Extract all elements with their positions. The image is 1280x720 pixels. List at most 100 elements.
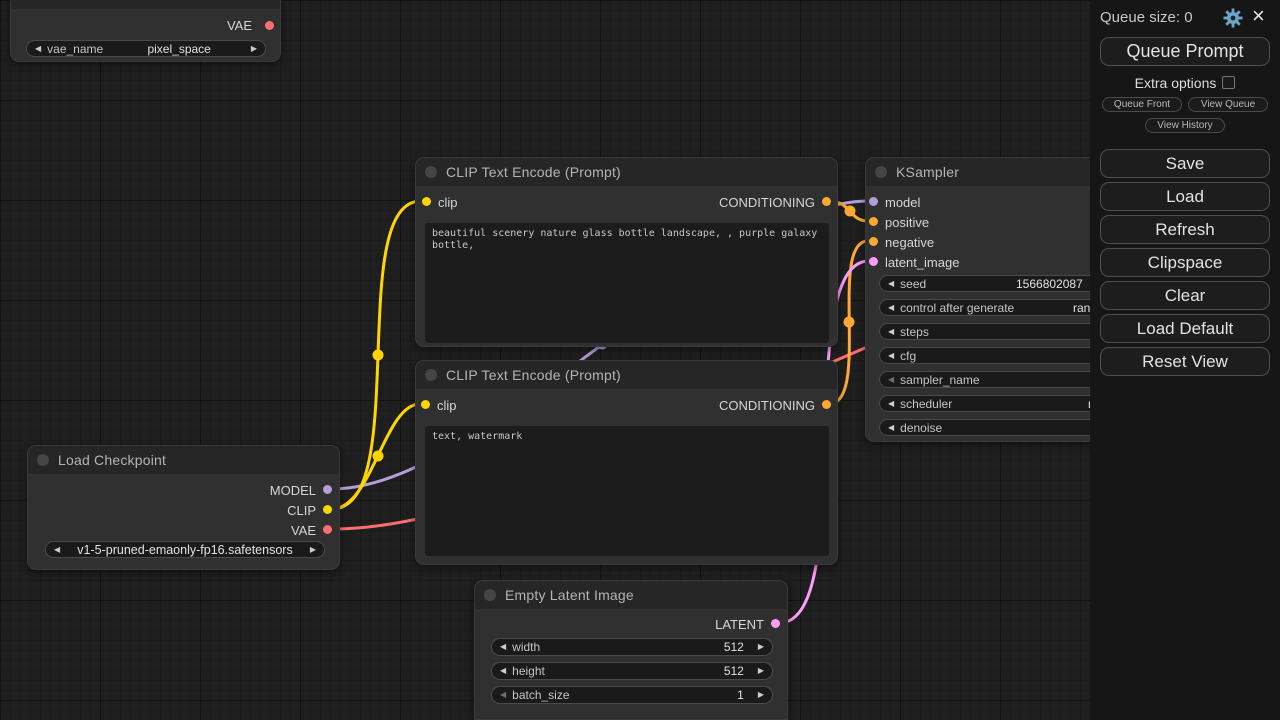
input-label-clip: clip (437, 398, 457, 413)
widget-vae-name[interactable]: ◀ vae_name pixel_space ▶ (26, 40, 266, 57)
node-title: Empty Latent Image (505, 587, 634, 603)
widget-value: 512 (723, 664, 744, 678)
queue-prompt-button[interactable]: Queue Prompt (1100, 37, 1270, 66)
collapse-dot-icon[interactable] (425, 166, 437, 178)
node-title: CLIP Text Encode (Prompt) (446, 164, 621, 180)
refresh-button[interactable]: Refresh (1100, 215, 1270, 244)
node-clip-text-encode-negative[interactable]: CLIP Text Encode (Prompt) clip CONDITION… (415, 360, 838, 565)
arrow-left-icon[interactable]: ◀ (500, 642, 507, 651)
collapse-dot-icon[interactable] (425, 369, 437, 381)
output-label-model: MODEL (269, 483, 316, 498)
widget-label: denoise (900, 420, 943, 435)
output-label-clip: CLIP (287, 503, 316, 518)
arrow-right-icon[interactable]: ▶ (757, 690, 764, 699)
comfy-menu-panel: Queue size: 0 × Queue Prompt Extra optio… (1090, 0, 1280, 720)
input-pin-negative[interactable] (869, 237, 878, 246)
node-load-checkpoint[interactable]: Load Checkpoint MODEL CLIP VAE ◀ v1-5-pr… (27, 445, 340, 570)
widget-ckpt-name[interactable]: ◀ v1-5-pruned-emaonly-fp16.safetensors ▶ (45, 541, 325, 558)
widget-label: width (512, 640, 541, 654)
output-pin-conditioning[interactable] (822, 197, 831, 206)
input-label-positive: positive (885, 215, 930, 230)
output-pin-latent[interactable] (771, 619, 780, 628)
link-dot (844, 205, 856, 217)
node-title-bar[interactable]: Empty Latent Image (475, 581, 787, 609)
wire-clip-positive (330, 199, 423, 511)
widget-label: scheduler (900, 396, 953, 411)
arrow-right-icon[interactable]: ▶ (757, 666, 764, 675)
node-title-bar[interactable] (11, 0, 280, 9)
output-pin-conditioning[interactable] (822, 400, 831, 409)
view-history-button[interactable]: View History (1145, 118, 1225, 133)
arrow-right-icon[interactable]: ▶ (250, 43, 257, 53)
arrow-left-icon[interactable]: ◀ (35, 43, 42, 53)
arrow-right-icon[interactable]: ▶ (757, 642, 764, 651)
widget-label: steps (900, 324, 929, 339)
collapse-dot-icon[interactable] (875, 166, 887, 178)
link-dot (843, 316, 855, 328)
widget-label: vae_name (47, 41, 104, 56)
node-title-bar[interactable]: CLIP Text Encode (Prompt) (416, 361, 837, 389)
node-clip-text-encode-positive[interactable]: CLIP Text Encode (Prompt) clip CONDITION… (415, 157, 838, 347)
queue-front-button[interactable]: Queue Front (1102, 97, 1182, 112)
output-pin-vae[interactable] (323, 525, 332, 534)
collapse-dot-icon[interactable] (37, 454, 49, 466)
node-title: KSampler (896, 164, 960, 180)
output-label-conditioning: CONDITIONING (718, 398, 815, 413)
arrow-left-icon[interactable]: ◀ (888, 398, 895, 408)
settings-gear-icon[interactable] (1223, 8, 1243, 28)
widget-label: batch_size (512, 688, 570, 702)
save-button[interactable]: Save (1100, 149, 1270, 178)
widget-height[interactable]: ◀ height 512 ▶ (491, 662, 773, 680)
arrow-left-icon[interactable]: ◀ (888, 302, 895, 312)
widget-width[interactable]: ◀ width 512 ▶ (491, 638, 773, 656)
input-pin-clip[interactable] (422, 197, 431, 206)
widget-value: v1-5-pruned-emaonly-fp16.safetensors (77, 542, 293, 557)
arrow-left-icon[interactable]: ◀ (888, 422, 895, 432)
extra-options-label: Extra options (1134, 75, 1217, 91)
arrow-left-icon[interactable]: ◀ (500, 690, 507, 699)
arrow-left-icon[interactable]: ◀ (888, 326, 895, 336)
extra-options-checkbox[interactable] (1222, 76, 1236, 89)
input-pin-model[interactable] (869, 197, 878, 206)
node-empty-latent-image[interactable]: Empty Latent Image LATENT ◀ width 512 ▶ … (474, 580, 788, 720)
input-label-latent-image: latent_image (885, 255, 960, 270)
close-icon[interactable]: × (1252, 3, 1265, 28)
prompt-textarea[interactable]: text, watermark (425, 426, 829, 556)
node-title-bar[interactable]: Load Checkpoint (28, 446, 339, 474)
widget-value: pixel_space (147, 41, 211, 56)
output-pin-model[interactable] (323, 485, 332, 494)
arrow-left-icon[interactable]: ◀ (888, 374, 895, 384)
output-pin-clip[interactable] (323, 505, 332, 514)
queue-size-label: Queue size: 0 (1100, 9, 1193, 26)
input-pin-clip[interactable] (421, 400, 430, 409)
node-vae-loader[interactable]: VAE ◀ vae_name pixel_space ▶ (10, 0, 281, 62)
wire-clip-negative (330, 402, 422, 511)
clear-button[interactable]: Clear (1100, 281, 1270, 310)
widget-value: 1 (737, 688, 744, 702)
prompt-textarea[interactable]: beautiful scenery nature glass bottle la… (425, 223, 829, 343)
output-label-conditioning: CONDITIONING (718, 195, 815, 210)
input-pin-positive[interactable] (869, 217, 878, 226)
node-title: CLIP Text Encode (Prompt) (446, 367, 621, 383)
clipspace-button[interactable]: Clipspace (1100, 248, 1270, 277)
input-label-negative: negative (885, 235, 935, 250)
view-queue-button[interactable]: View Queue (1188, 97, 1268, 112)
widget-label: height (512, 664, 545, 678)
reset-view-button[interactable]: Reset View (1100, 347, 1270, 376)
arrow-right-icon[interactable]: ▶ (309, 544, 316, 554)
node-title-bar[interactable]: CLIP Text Encode (Prompt) (416, 158, 837, 186)
output-pin-vae[interactable] (265, 21, 274, 30)
extra-options-row: Extra options (1090, 75, 1280, 91)
widget-label: sampler_name (900, 372, 980, 387)
input-pin-latent-image[interactable] (869, 257, 878, 266)
arrow-left-icon[interactable]: ◀ (500, 666, 507, 675)
node-title: Load Checkpoint (58, 452, 167, 468)
widget-batch-size[interactable]: ◀ batch_size 1 ▶ (491, 686, 773, 704)
load-button[interactable]: Load (1100, 182, 1270, 211)
collapse-dot-icon[interactable] (484, 589, 496, 601)
arrow-left-icon[interactable]: ◀ (54, 544, 61, 554)
arrow-left-icon[interactable]: ◀ (888, 350, 895, 360)
load-default-button[interactable]: Load Default (1100, 314, 1270, 343)
arrow-left-icon[interactable]: ◀ (888, 278, 895, 288)
